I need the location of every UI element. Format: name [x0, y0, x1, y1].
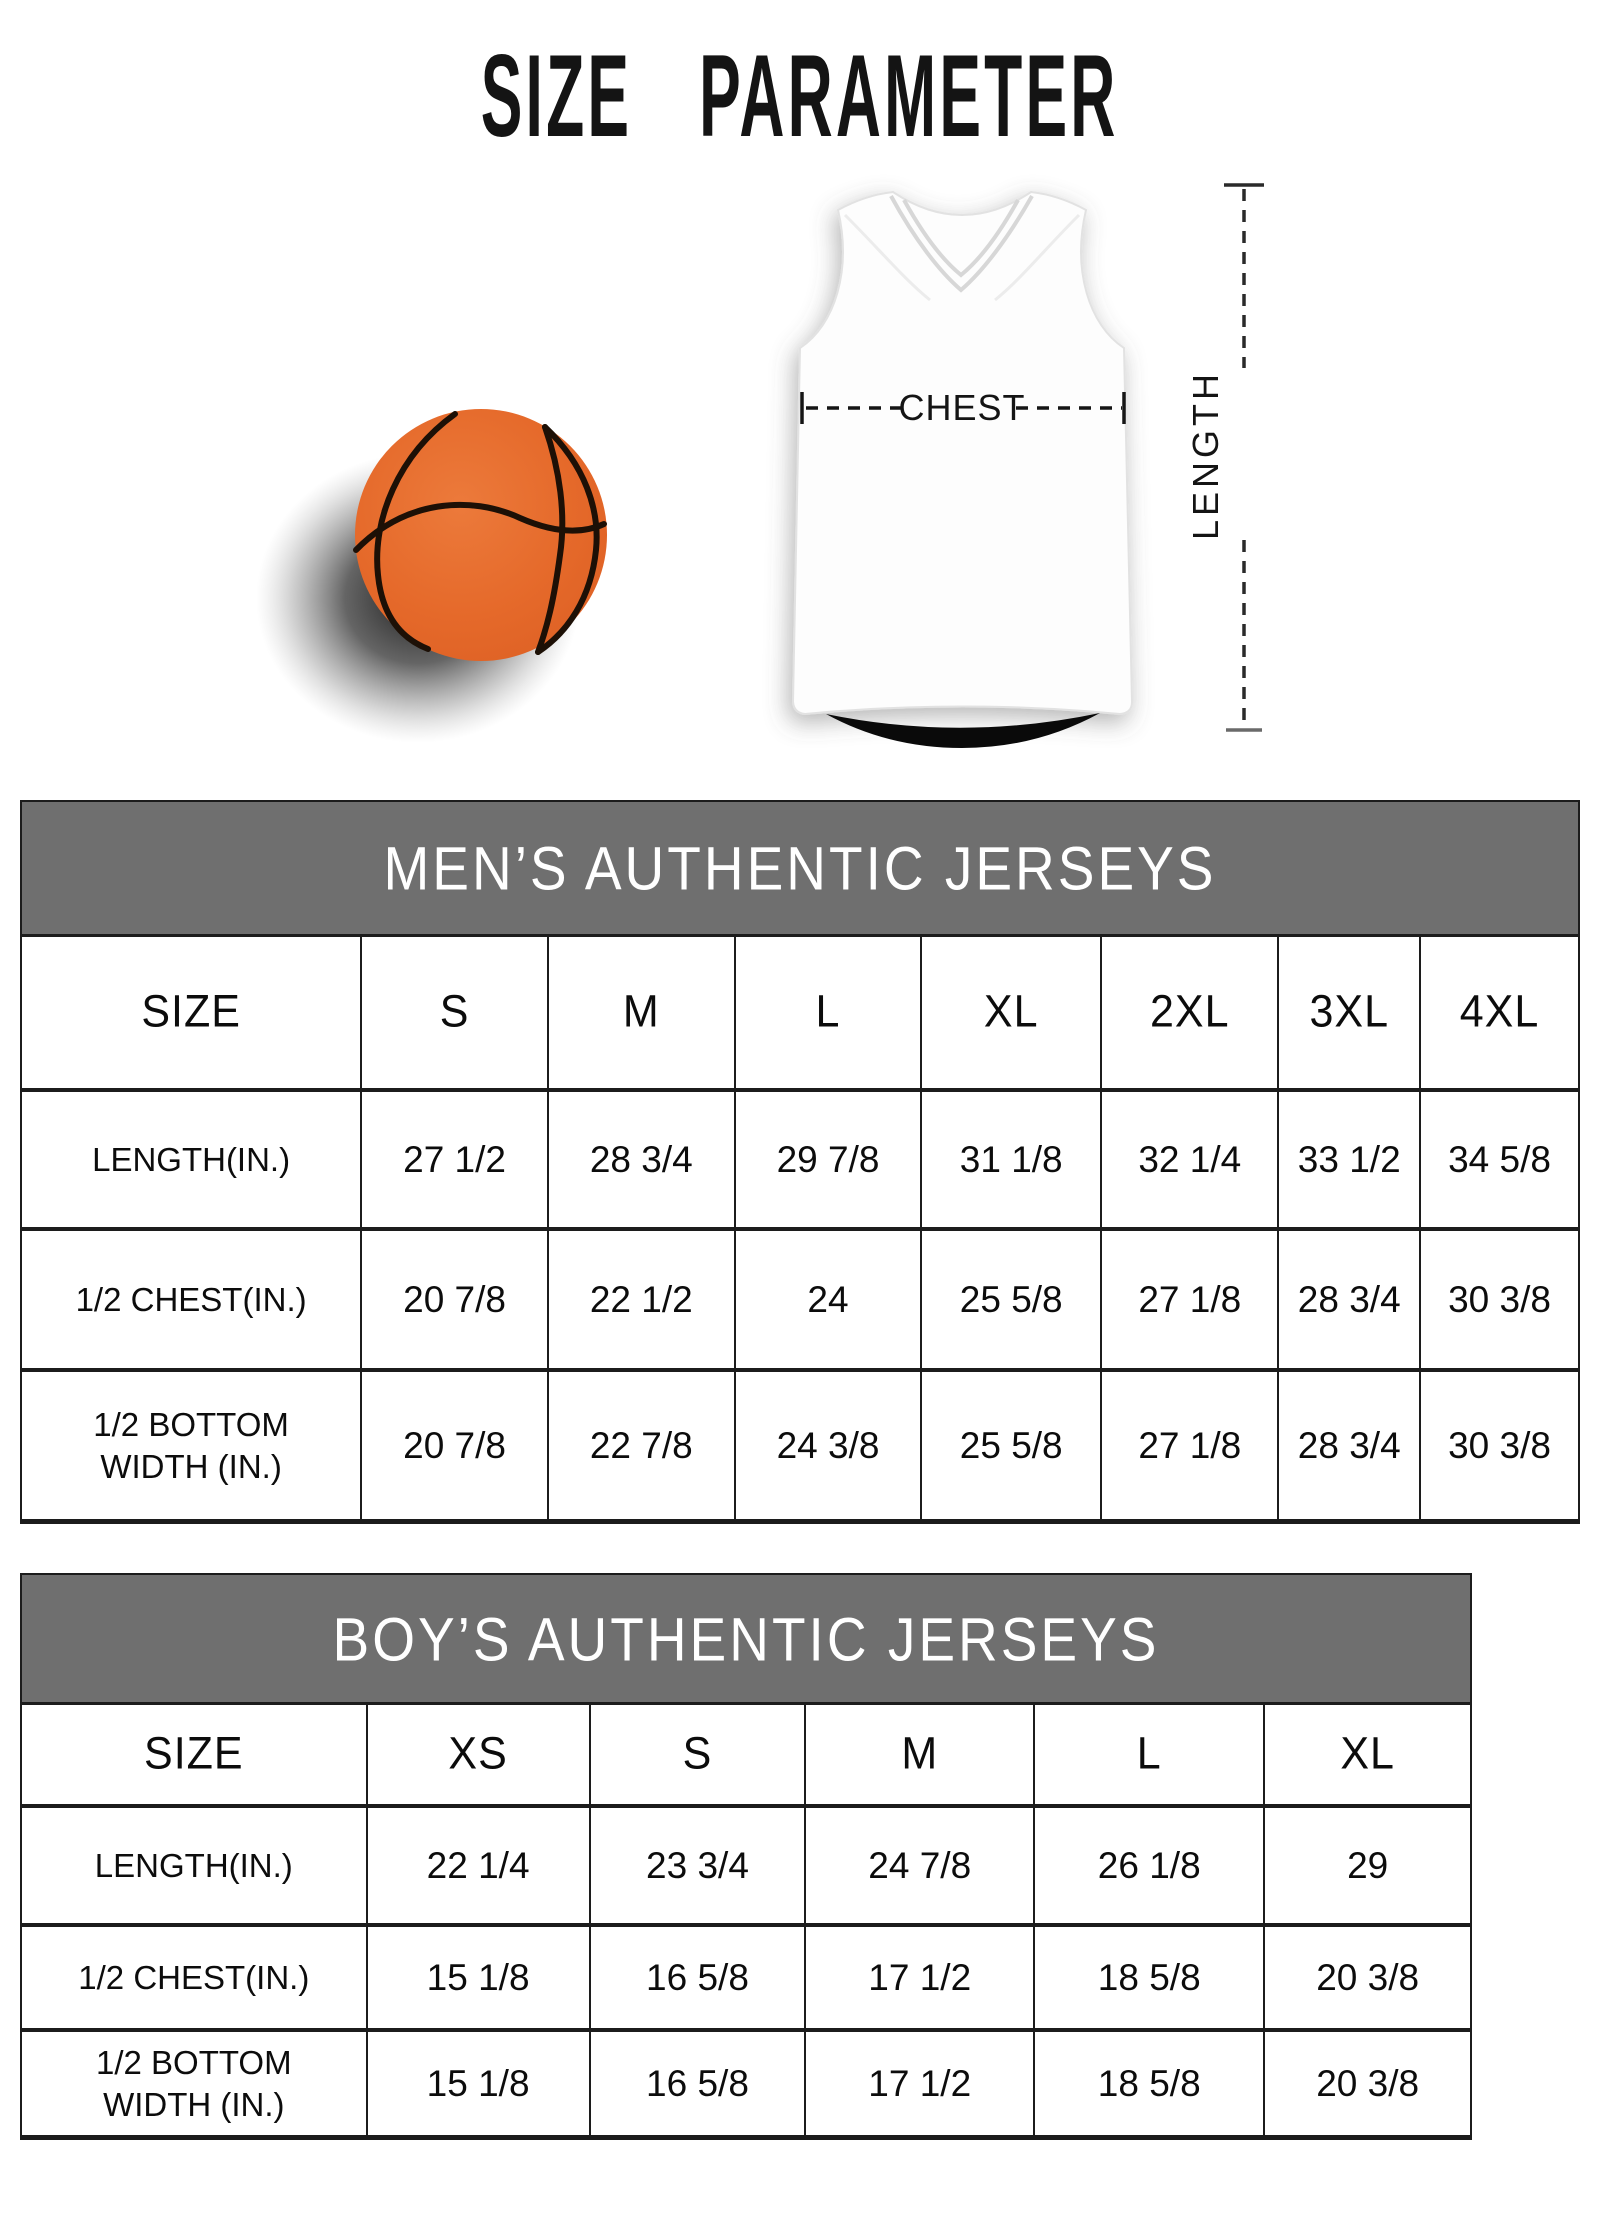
size-value-cell: 17 1/2: [804, 1923, 1035, 2030]
chest-measure-line: [800, 392, 1126, 424]
mens-size-chart: SIZE S M L XL 2XL 3XL 4XL LENGTH(IN.) 27 1/2 28 3/…: [22, 933, 1578, 1519]
size-column-header: 2XL: [1100, 933, 1279, 1094]
size-value-cell: 20 7/8: [360, 1368, 548, 1519]
size-value-cell: 30 3/8: [1419, 1368, 1578, 1519]
size-column-header: L: [1033, 1702, 1265, 1809]
size-value-cell: 16 5/8: [588, 1923, 806, 2030]
mens-table-banner: MEN’S AUTHENTIC JERSEYS: [22, 802, 1578, 937]
size-row-header: SIZE: [141, 986, 241, 1038]
size-value-cell: 20 3/8: [1263, 2028, 1470, 2135]
size-column-header: 3XL: [1277, 933, 1421, 1094]
size-value-cell: 15 1/8: [365, 1923, 590, 2030]
size-column-header: S: [588, 1702, 806, 1809]
page-title: SIZE PARAMETER: [0, 28, 1600, 162]
size-value-cell: 15 1/8: [365, 2028, 590, 2135]
table-row: LENGTH(IN.) 27 1/2 28 3/4 29 7/8 31 1/8 32 1/…: [22, 1088, 1578, 1229]
size-value-cell: 22 1/2: [546, 1227, 735, 1370]
mens-table-title: MEN’S AUTHENTIC JERSEYS: [383, 833, 1217, 903]
boys-size-chart: SIZE XS S M L XL LENGTH(IN.) 22 1/4 23 3/4 24 7/8…: [22, 1702, 1470, 2135]
page-title-text: SIZE PARAMETER: [481, 29, 1119, 162]
size-value-cell: 20 7/8: [360, 1227, 548, 1370]
size-value-cell: 34 5/8: [1419, 1088, 1578, 1229]
jersey-body: [791, 190, 1134, 716]
jersey-hem-shadow: [826, 713, 1100, 748]
size-column-header: M: [804, 1702, 1035, 1809]
size-value-cell: 23 3/4: [588, 1804, 806, 1925]
size-value-cell: 20 3/8: [1263, 1923, 1470, 2030]
measurement-row-label: LENGTH(IN.): [22, 1088, 362, 1229]
length-label: LENGTH: [1185, 370, 1226, 540]
size-column-header: L: [733, 933, 922, 1094]
measurement-diagram: CHEST LENGTH: [256, 183, 1264, 748]
measurement-row-label-text: 1/2 BOTTOM WIDTH (IN.): [95, 2044, 292, 2123]
size-value-cell: 24 7/8: [804, 1804, 1035, 1925]
size-value-cell: 16 5/8: [588, 2028, 806, 2135]
size-column-header: 4XL: [1419, 933, 1578, 1094]
size-value-cell: 25 5/8: [920, 1368, 1102, 1519]
mens-size-table: MEN’S AUTHENTIC JERSEYS SIZE S M L XL 2XL 3XL 4…: [20, 800, 1580, 1524]
size-value-cell: 27 1/8: [1100, 1368, 1279, 1519]
table-row: 1/2 BOTTOM WIDTH (IN.) 20 7/8 22 7/8 24 3/8…: [22, 1368, 1578, 1519]
measurement-row-label: 1/2 CHEST(IN.): [22, 1227, 362, 1370]
size-value-cell: 28 3/4: [546, 1088, 735, 1229]
size-value-cell: 30 3/8: [1419, 1227, 1578, 1370]
table-row: 1/2 CHEST(IN.) 20 7/8 22 1/2 24 25 5/8 27 1/8…: [22, 1227, 1578, 1370]
size-value-cell: 24 3/8: [733, 1368, 922, 1519]
size-value-cell: 32 1/4: [1100, 1088, 1279, 1229]
measurement-row-label: 1/2 BOTTOM WIDTH (IN.): [22, 1368, 362, 1519]
chest-label: CHEST: [898, 387, 1025, 428]
jersey-shading: [843, 213, 1081, 302]
measurement-row-label: 1/2 BOTTOM WIDTH (IN.): [22, 2028, 367, 2135]
size-value-cell: 22 7/8: [546, 1368, 735, 1519]
jersey-icon: [791, 190, 1134, 748]
size-value-cell: 26 1/8: [1033, 1804, 1265, 1925]
boys-table-banner: BOY’S AUTHENTIC JERSEYS: [22, 1575, 1470, 1705]
table-row: LENGTH(IN.) 22 1/4 23 3/4 24 7/8 26 1/8 29: [22, 1804, 1470, 1925]
jersey-collar: [889, 195, 1034, 293]
measurement-row-label-text: LENGTH(IN.): [92, 1140, 291, 1178]
length-measure-line: [1224, 183, 1264, 732]
basketball-icon: [353, 409, 607, 661]
size-column-header: XL: [1263, 1702, 1470, 1809]
boys-table-title: BOY’S AUTHENTIC JERSEYS: [332, 1603, 1160, 1674]
size-value-cell: 17 1/2: [804, 2028, 1035, 2135]
size-value-cell: 33 1/2: [1277, 1088, 1421, 1229]
size-column-header: XL: [920, 933, 1102, 1094]
measurement-row-label-text: 1/2 CHEST(IN.): [75, 1280, 307, 1318]
size-value-cell: 18 5/8: [1033, 2028, 1265, 2135]
size-value-cell: 24: [733, 1227, 922, 1370]
measurement-row-label: LENGTH(IN.): [22, 1804, 367, 1925]
table-row: 1/2 BOTTOM WIDTH (IN.) 15 1/8 16 5/8 17 1/2…: [22, 2028, 1470, 2135]
measurement-row-label-text: 1/2 BOTTOM WIDTH (IN.): [93, 1406, 289, 1485]
size-column-header: S: [360, 933, 548, 1094]
size-value-cell: 29: [1263, 1804, 1470, 1925]
measurement-row-label: 1/2 CHEST(IN.): [22, 1923, 367, 2030]
boys-size-table: BOY’S AUTHENTIC JERSEYS SIZE XS S M L XL LENGT…: [20, 1573, 1472, 2140]
size-row-header: SIZE: [144, 1728, 244, 1780]
measurement-row-label-text: LENGTH(IN.): [94, 1846, 293, 1884]
table-row: 1/2 CHEST(IN.) 15 1/8 16 5/8 17 1/2 18 5/8 20…: [22, 1923, 1470, 2030]
size-value-cell: 18 5/8: [1033, 1923, 1265, 2030]
size-value-cell: 27 1/2: [360, 1088, 548, 1229]
size-column-header: M: [546, 933, 735, 1094]
size-value-cell: 28 3/4: [1277, 1227, 1421, 1370]
size-value-cell: 31 1/8: [920, 1088, 1102, 1229]
size-value-cell: 22 1/4: [365, 1804, 590, 1925]
size-column-header: XS: [365, 1702, 590, 1809]
size-value-cell: 29 7/8: [733, 1088, 922, 1229]
size-value-cell: 27 1/8: [1100, 1227, 1279, 1370]
size-value-cell: 28 3/4: [1277, 1368, 1421, 1519]
size-value-cell: 25 5/8: [920, 1227, 1102, 1370]
measurement-row-label-text: 1/2 CHEST(IN.): [78, 1958, 310, 1996]
